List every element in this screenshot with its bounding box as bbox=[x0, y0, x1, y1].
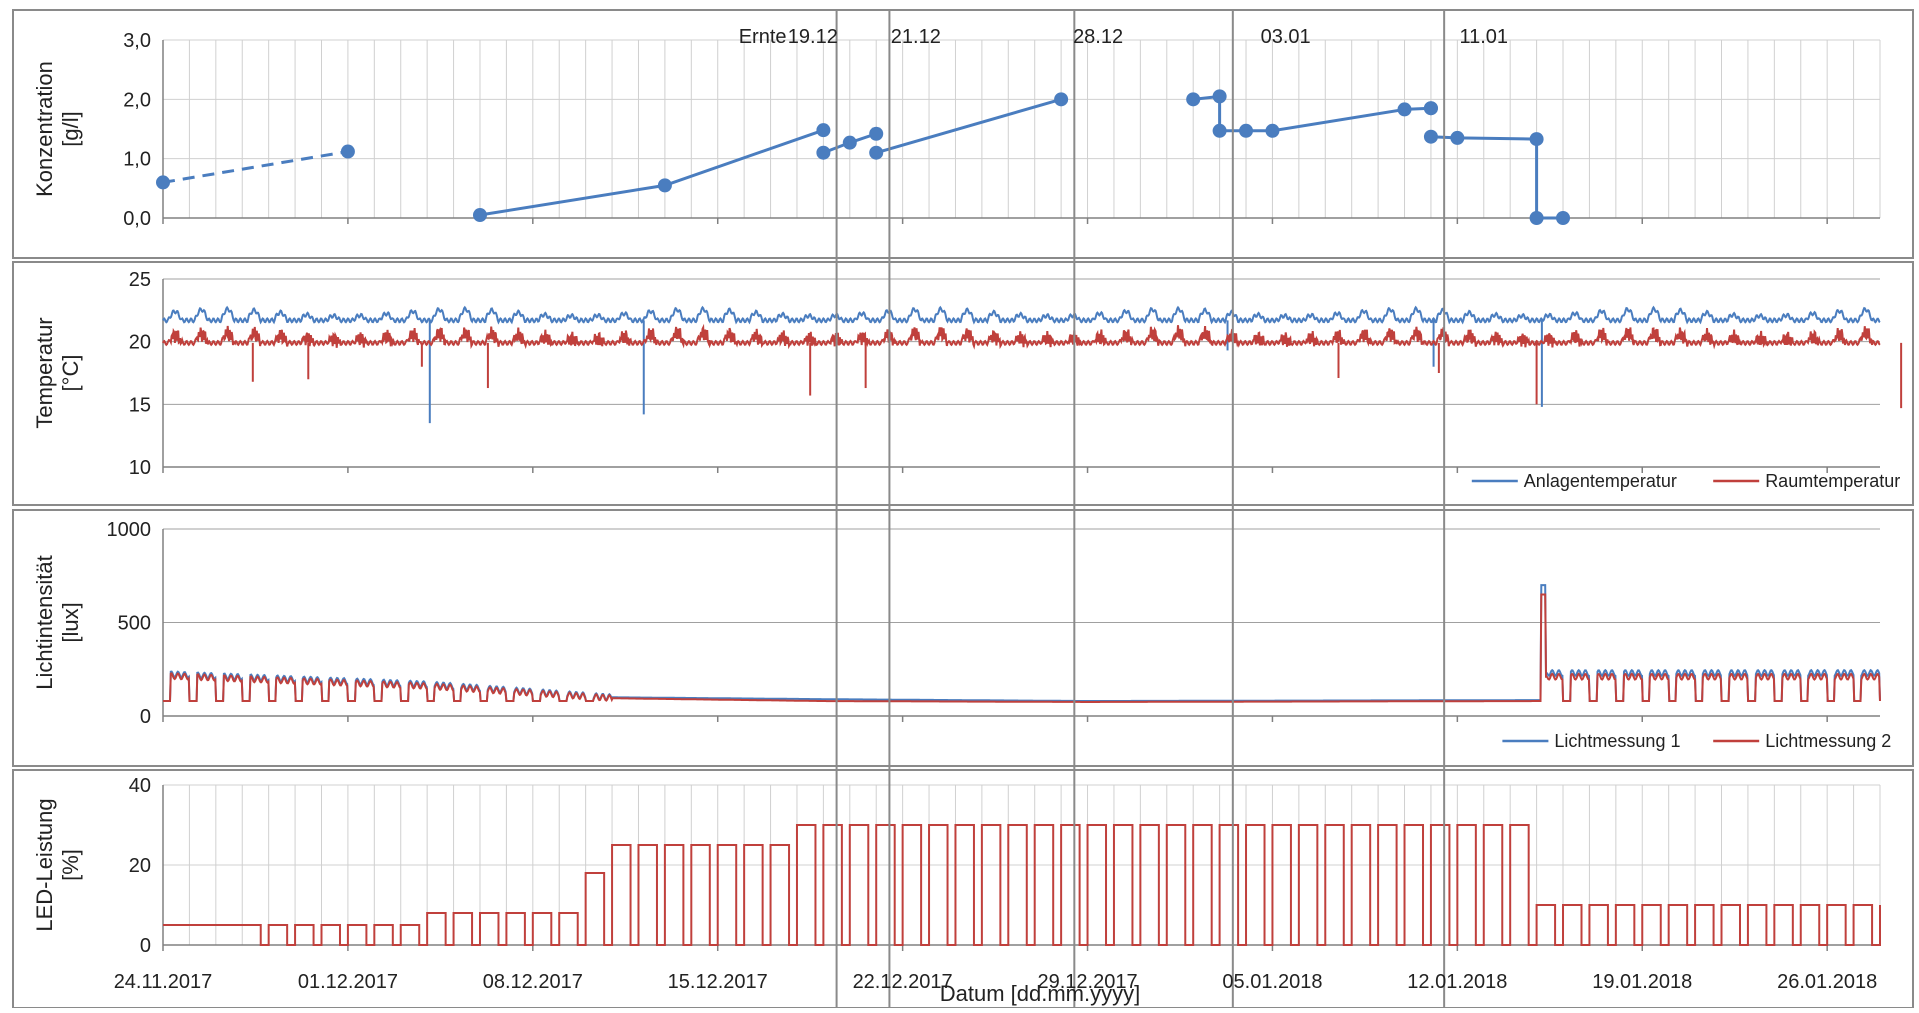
series-line-anlagentemperatur bbox=[162, 305, 1881, 325]
annotation-label: Ernte bbox=[739, 26, 787, 48]
y-tick-label: 2,0 bbox=[123, 89, 151, 111]
series-line-lichtmessung-1 bbox=[163, 584, 1881, 702]
x-tick-label: 29.12.2017 bbox=[1037, 971, 1137, 993]
data-point bbox=[816, 145, 831, 160]
series-line-concentration bbox=[1430, 135, 1564, 220]
panel-frame-2 bbox=[12, 509, 1914, 767]
series-line-concentration bbox=[1193, 94, 1432, 133]
x-tick-label: 12.01.2018 bbox=[1407, 971, 1507, 993]
x-tick-label: 15.12.2017 bbox=[668, 971, 768, 993]
data-point bbox=[869, 126, 884, 141]
series-line-concentration bbox=[479, 128, 824, 217]
y-tick-label: 20 bbox=[129, 855, 151, 877]
y-tick-label: 1000 bbox=[107, 519, 152, 541]
data-point bbox=[1450, 130, 1465, 145]
x-tick-label: 19.01.2018 bbox=[1592, 971, 1692, 993]
data-point bbox=[1054, 92, 1069, 107]
data-point bbox=[1529, 132, 1544, 147]
legend-label: Anlagentemperatur bbox=[1524, 471, 1677, 491]
legend-label: Raumtemperatur bbox=[1765, 471, 1900, 491]
series-line-lichtmessung-2 bbox=[163, 593, 1881, 703]
data-point bbox=[1556, 211, 1571, 225]
data-point bbox=[1212, 123, 1227, 138]
annotation-label: 21.12 bbox=[891, 26, 941, 48]
data-point bbox=[1397, 102, 1412, 117]
y-tick-label: 20 bbox=[129, 332, 151, 354]
y-tick-label: 1,0 bbox=[123, 149, 151, 171]
x-tick-label: 01.12.2017 bbox=[298, 971, 398, 993]
y-tick-label: 15 bbox=[129, 394, 151, 416]
data-point bbox=[1239, 123, 1254, 138]
data-point bbox=[156, 175, 170, 190]
y-axis-title: Temperatur[°C] bbox=[32, 317, 83, 428]
data-point bbox=[340, 144, 355, 159]
legend-label: Lichtmessung 2 bbox=[1765, 731, 1891, 751]
y-tick-label: 0,0 bbox=[123, 208, 151, 230]
data-point bbox=[869, 145, 884, 160]
series-line-concentration bbox=[875, 97, 1062, 155]
data-point bbox=[816, 123, 831, 138]
y-tick-label: 3,0 bbox=[123, 30, 151, 52]
data-point bbox=[1212, 89, 1227, 104]
panel-frame-1 bbox=[12, 261, 1914, 506]
series-line-concentration bbox=[162, 150, 349, 184]
y-tick-label: 10 bbox=[129, 457, 151, 479]
x-tick-label: 22.12.2017 bbox=[853, 971, 953, 993]
series-line-raumtemperatur bbox=[162, 323, 1881, 350]
panel-frame-0 bbox=[12, 9, 1914, 259]
annotation-label: 11.01 bbox=[1459, 26, 1508, 48]
x-tick-label: 08.12.2017 bbox=[483, 971, 583, 993]
y-axis-title: Lichtintensität[lux] bbox=[32, 555, 83, 690]
y-axis-title: Konzentration[g/l] bbox=[32, 61, 83, 197]
y-tick-label: 0 bbox=[140, 706, 151, 728]
x-tick-label: 26.01.2018 bbox=[1777, 971, 1877, 993]
data-point bbox=[842, 135, 857, 150]
data-point bbox=[472, 208, 487, 223]
data-point bbox=[1529, 211, 1544, 225]
annotation-label: 03.01 bbox=[1261, 26, 1311, 48]
x-tick-label: 05.01.2018 bbox=[1222, 971, 1322, 993]
y-tick-label: 40 bbox=[129, 775, 151, 797]
data-point bbox=[1265, 123, 1280, 138]
annotation-label: 19.12 bbox=[788, 26, 838, 48]
y-tick-label: 0 bbox=[140, 935, 151, 957]
y-axis-title: LED-Leistung[%] bbox=[32, 798, 83, 931]
data-point bbox=[1186, 92, 1201, 107]
data-point bbox=[657, 178, 672, 193]
y-tick-label: 25 bbox=[129, 269, 151, 291]
y-tick-label: 500 bbox=[118, 613, 151, 635]
x-axis-title: Datum [dd.mm.yyyy] bbox=[940, 981, 1140, 1006]
x-tick-label: 24.11.2017 bbox=[114, 971, 213, 993]
annotation-label: 28.12 bbox=[1073, 26, 1123, 48]
data-point bbox=[1423, 101, 1438, 116]
series-line-led bbox=[163, 824, 1881, 946]
legend-label: Lichtmessung 1 bbox=[1554, 731, 1680, 751]
data-point bbox=[1423, 129, 1438, 144]
